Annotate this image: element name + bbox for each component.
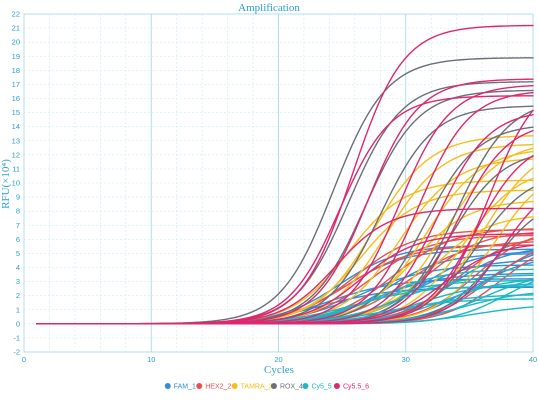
legend-label: Cy5_5 [311, 384, 331, 391]
curves [36, 24, 534, 325]
y-tick-label: 22 [12, 10, 20, 19]
x-tick-label: 40 [529, 355, 537, 364]
y-tick-label: 18 [12, 66, 20, 75]
legend-marker [302, 383, 309, 389]
y-tick-label: 19 [12, 52, 20, 61]
y-tick-label: 8 [16, 207, 20, 216]
y-tick-label: 14 [12, 122, 20, 131]
y-tick-label: -1 [13, 333, 20, 342]
amplification-curve [36, 244, 534, 325]
amplification-curve [36, 105, 534, 325]
legend-label: HEX2_2 [205, 384, 231, 391]
series-fam-1 [36, 244, 534, 325]
y-tick-label: 2 [16, 291, 20, 300]
legend-marker [164, 383, 171, 389]
y-tick-label: -2 [13, 348, 20, 357]
y-tick-label: 0 [16, 319, 20, 328]
y-tick-label: 4 [16, 263, 20, 272]
amplification-curve [36, 244, 534, 325]
legend-item-tamra-3[interactable]: TAMRA_3 [231, 383, 273, 391]
legend-label: TAMRA_3 [241, 384, 273, 391]
y-tick-label: 6 [16, 235, 20, 244]
amplification-curve [36, 208, 534, 325]
tick-labels: -2-1012345678910111213141516171819202122… [12, 10, 538, 365]
y-tick-label: 5 [16, 249, 20, 258]
legend-label: ROX_4 [280, 384, 303, 391]
legend-label: Cy5.5_6 [343, 384, 369, 391]
y-tick-label: 9 [16, 193, 20, 202]
legend-item-cy5-5-6[interactable]: Cy5.5_6 [333, 383, 369, 391]
y-tick-label: 21 [12, 24, 20, 33]
y-tick-label: 13 [12, 136, 20, 145]
legend-item-fam-1[interactable]: FAM_1 [164, 383, 196, 391]
legend-label: FAM_1 [174, 384, 196, 391]
y-tick-label: 10 [12, 179, 20, 188]
y-tick-label: 17 [12, 80, 20, 89]
y-axis-title: RFU(×10⁴) [0, 159, 12, 209]
legend-item-rox-4[interactable]: ROX_4 [270, 383, 303, 391]
x-tick-label: 20 [274, 355, 282, 364]
y-tick-label: 15 [12, 108, 20, 117]
y-tick-label: 12 [12, 150, 20, 159]
y-tick-label: 1 [16, 305, 20, 314]
legend-marker [333, 383, 340, 389]
y-tick-label: 20 [12, 38, 20, 47]
x-tick-label: 0 [22, 355, 26, 364]
chart-title: Amplification [238, 2, 300, 14]
y-tick-label: 16 [12, 94, 20, 103]
legend-marker [270, 383, 277, 389]
x-axis-title: Cycles [264, 364, 294, 376]
series-cy5-5-6 [36, 24, 534, 325]
legend-item-cy5-5[interactable]: Cy5_5 [302, 383, 332, 391]
y-tick-label: 11 [12, 164, 20, 173]
legend-marker [231, 383, 238, 389]
y-tick-label: 3 [16, 277, 20, 286]
x-tick-label: 10 [147, 355, 155, 364]
legend-item-hex2-2[interactable]: HEX2_2 [196, 383, 231, 391]
x-tick-label: 30 [402, 355, 410, 364]
legend[interactable]: FAM_1 HEX2_2 TAMRA_3 ROX_4 Cy5_5 Cy5.5_6 [164, 383, 369, 391]
amplification-curve [36, 207, 534, 325]
legend-marker [196, 383, 203, 389]
y-tick-label: 7 [16, 221, 20, 230]
